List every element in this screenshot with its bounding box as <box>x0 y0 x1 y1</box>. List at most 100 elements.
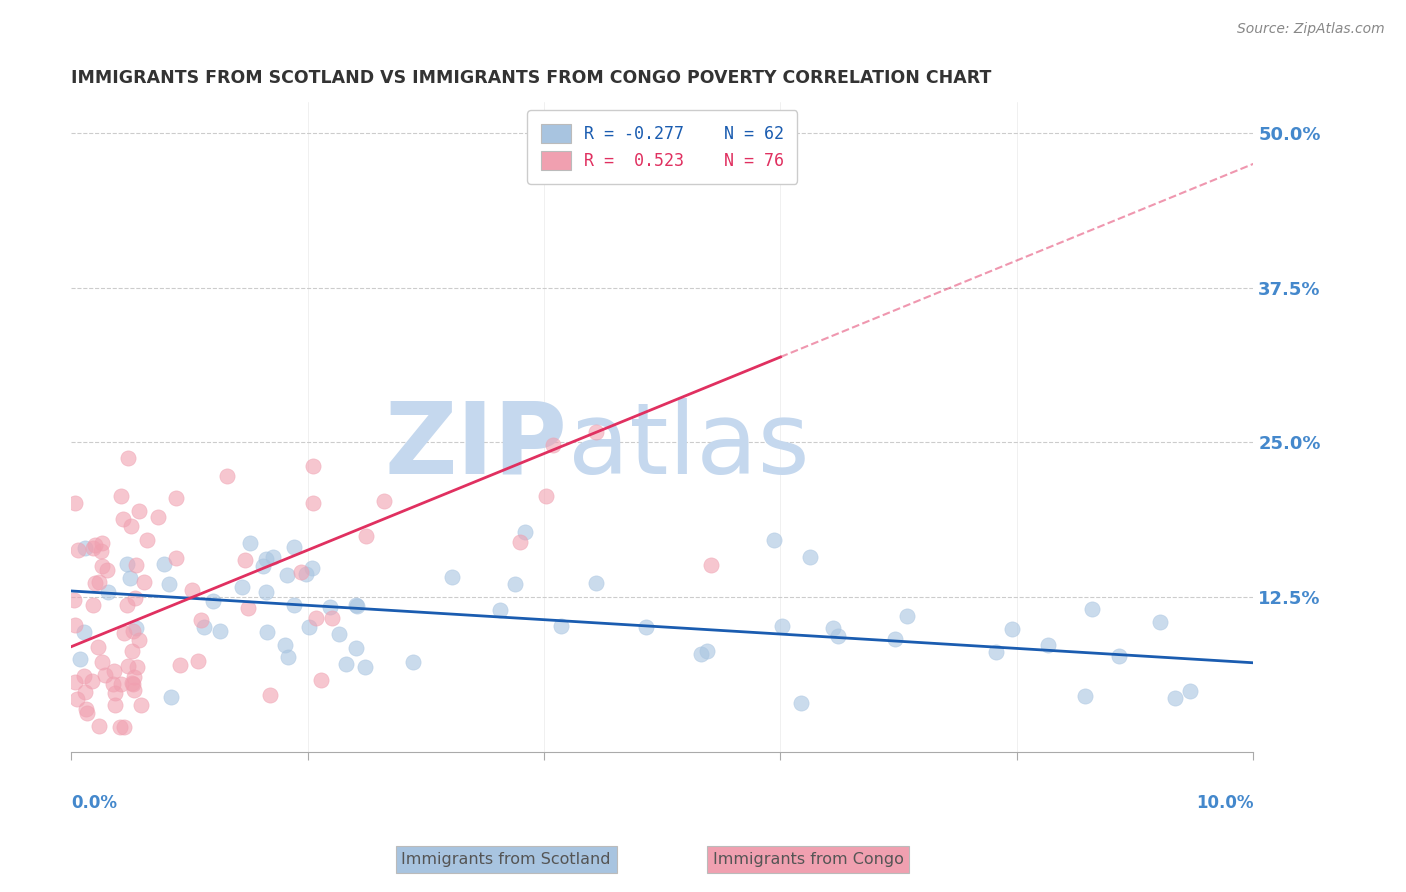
Point <box>274 639 297 653</box>
Point <box>112 720 135 734</box>
Point <box>585 425 607 440</box>
Point <box>344 641 367 656</box>
Point <box>134 574 156 589</box>
Point <box>131 698 153 712</box>
Point <box>254 585 277 599</box>
Point <box>73 684 96 698</box>
Point <box>700 558 723 572</box>
Point <box>146 510 169 524</box>
Point <box>122 670 145 684</box>
Point <box>104 698 127 712</box>
Point <box>402 655 425 669</box>
Point <box>335 657 357 672</box>
Text: atlas: atlas <box>568 398 810 495</box>
Point <box>110 677 132 691</box>
Point <box>1038 638 1060 652</box>
Point <box>1178 684 1201 698</box>
Legend: R = -0.277    N = 62, R =  0.523    N = 76: R = -0.277 N = 62, R = 0.523 N = 76 <box>527 111 797 184</box>
Point <box>104 686 127 700</box>
Point <box>585 576 607 591</box>
Point <box>103 676 125 690</box>
Point <box>239 536 262 550</box>
Point <box>276 568 298 582</box>
Point <box>896 609 918 624</box>
Point <box>121 644 143 658</box>
Point <box>97 585 120 599</box>
Point <box>690 647 713 661</box>
Point <box>108 720 131 734</box>
Point <box>233 552 256 566</box>
Text: IMMIGRANTS FROM SCOTLAND VS IMMIGRANTS FROM CONGO POVERTY CORRELATION CHART: IMMIGRANTS FROM SCOTLAND VS IMMIGRANTS F… <box>72 69 991 87</box>
Point <box>87 640 110 654</box>
Point <box>165 550 187 565</box>
Point <box>302 458 325 473</box>
Point <box>84 538 107 552</box>
Point <box>73 669 96 683</box>
Point <box>346 599 368 614</box>
Point <box>128 504 150 518</box>
Point <box>505 576 527 591</box>
Text: Immigrants from Scotland: Immigrants from Scotland <box>401 852 612 867</box>
Point <box>1081 602 1104 616</box>
Point <box>984 645 1007 659</box>
Point <box>165 491 187 505</box>
Point <box>236 600 259 615</box>
Point <box>115 598 138 612</box>
Point <box>252 558 274 573</box>
Point <box>354 529 377 543</box>
Point <box>80 674 103 689</box>
Point <box>82 599 104 613</box>
Point <box>193 620 215 634</box>
Point <box>62 593 84 607</box>
Point <box>301 496 323 510</box>
Point <box>262 549 284 564</box>
Point <box>277 650 299 665</box>
Point <box>799 549 821 564</box>
Point <box>103 664 125 678</box>
Point <box>1001 623 1024 637</box>
Point <box>124 591 146 605</box>
Point <box>354 659 377 673</box>
Text: Source: ZipAtlas.com: Source: ZipAtlas.com <box>1237 22 1385 37</box>
Point <box>84 576 107 591</box>
Point <box>111 511 134 525</box>
Point <box>298 620 321 634</box>
Point <box>73 624 96 639</box>
Point <box>117 451 139 466</box>
Point <box>120 571 142 585</box>
Point <box>122 624 145 639</box>
Point <box>328 627 350 641</box>
Point <box>157 577 180 591</box>
Point <box>89 574 111 589</box>
Point <box>309 673 332 688</box>
Point <box>122 682 145 697</box>
Point <box>190 613 212 627</box>
Point <box>160 690 183 704</box>
Point <box>636 620 658 634</box>
Point <box>295 566 318 581</box>
Point <box>827 629 849 643</box>
Point <box>763 533 786 547</box>
Point <box>187 654 209 668</box>
Point <box>534 489 557 503</box>
Point <box>112 626 135 640</box>
Point <box>543 438 565 452</box>
Point <box>489 603 512 617</box>
Point <box>696 643 718 657</box>
Point <box>127 660 149 674</box>
Point <box>87 719 110 733</box>
Point <box>283 540 305 554</box>
Point <box>66 691 89 706</box>
Point <box>76 706 98 720</box>
Point <box>550 619 572 633</box>
Point <box>120 519 142 533</box>
Point <box>290 565 312 579</box>
Point <box>122 677 145 691</box>
Point <box>82 541 104 555</box>
Point <box>181 583 204 598</box>
Point <box>208 624 231 639</box>
Point <box>513 524 536 539</box>
Point <box>125 621 148 635</box>
Point <box>319 600 342 615</box>
Point <box>373 494 395 508</box>
